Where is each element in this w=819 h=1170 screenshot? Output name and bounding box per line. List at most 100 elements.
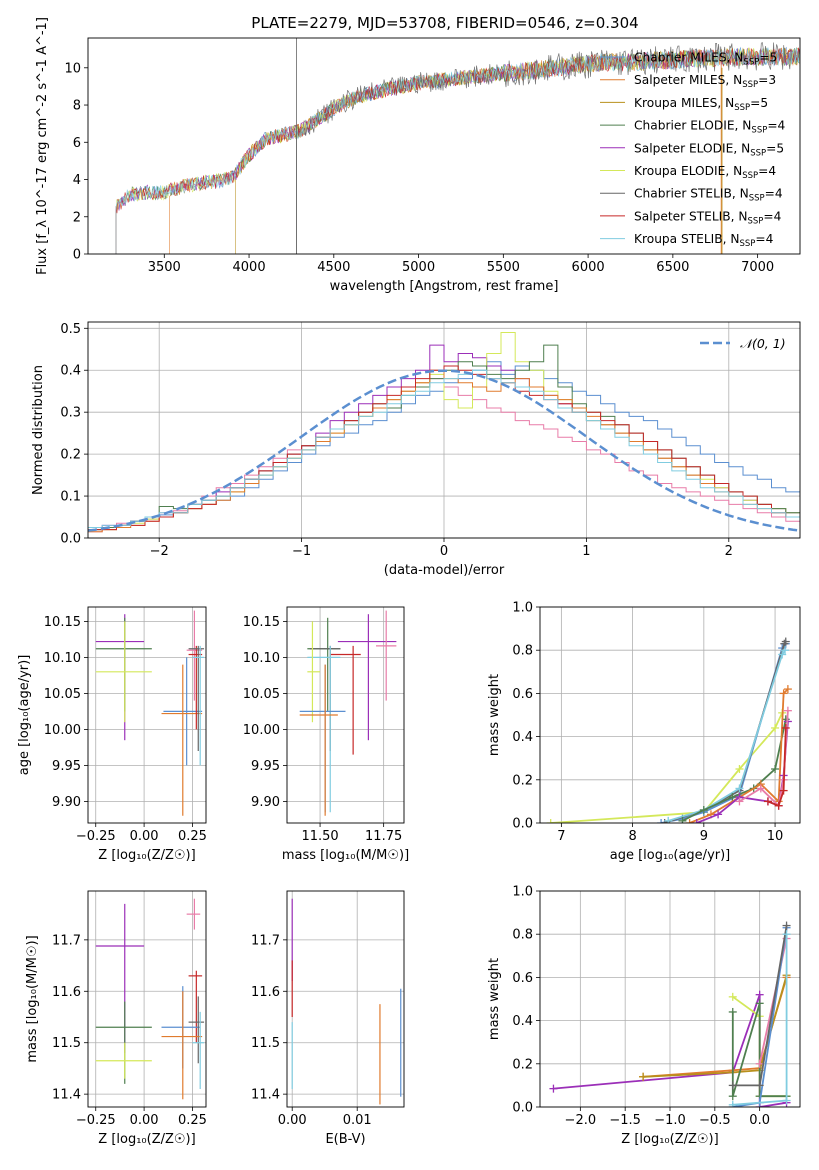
plus-marker xyxy=(546,819,555,823)
errorbar-point xyxy=(95,903,145,1053)
figure-title: PLATE=2279, MJD=53708, FIBERID=0546, z=0… xyxy=(251,14,638,32)
plus-marker xyxy=(735,784,744,793)
errorbar-point xyxy=(192,1011,205,1089)
y-tick-label: 10.10 xyxy=(243,651,280,666)
errorbar-point xyxy=(95,621,152,723)
y-tick-label: 0.2 xyxy=(60,448,81,463)
legend-label-main: Chabrier STELIB, N xyxy=(634,187,749,201)
legend-label-sub: SSP xyxy=(751,126,767,136)
histogram-step xyxy=(88,378,800,533)
x-tick-label: 5000 xyxy=(402,260,435,275)
legend-label-sub: SSP xyxy=(750,148,766,158)
x-tick-label: 0.00 xyxy=(130,1113,159,1128)
plus-marker xyxy=(728,1007,737,1016)
spectrum-lines xyxy=(115,38,800,254)
histograms xyxy=(88,332,800,533)
x-tick-label: −0.25 xyxy=(76,829,116,844)
y-tick-label: 8 xyxy=(73,99,81,114)
lines-massweight_vs_age xyxy=(546,637,792,823)
y-tick-label: 10.05 xyxy=(243,687,280,702)
spectrum-line xyxy=(296,42,800,254)
legend-label-main: Kroupa STELIB, N xyxy=(634,232,740,246)
y-axis-label: mass weight xyxy=(487,674,502,756)
legend-label-sub: SSP xyxy=(747,216,763,226)
legend-label: Chabrier STELIB, NSSP=4 xyxy=(634,187,783,204)
axes-frame xyxy=(539,606,801,824)
x-axis-label: age [log₁₀(age/yr)] xyxy=(610,848,731,863)
legend-label: Chabrier ELODIE, NSSP=4 xyxy=(634,119,786,136)
plus-marker xyxy=(685,819,694,823)
x-axis-label: (data-model)/error xyxy=(384,563,505,578)
axes-age_vs_Z: −0.25 0.00 0.25 9.90 9.95 10.00 10.05 10.10 10.1… xyxy=(17,607,207,863)
x-tick-label: −2 xyxy=(150,544,169,559)
legend-label-main: Chabrier MILES, N xyxy=(634,51,743,65)
y-tick-label: 11.4 xyxy=(251,1088,280,1103)
histogram-step xyxy=(88,369,800,528)
legend-label-sub: SSP xyxy=(740,239,756,249)
plus-marker xyxy=(771,723,780,732)
errorbar-point xyxy=(307,621,321,723)
plus-marker xyxy=(782,930,791,939)
y-tick-label: 10.00 xyxy=(243,723,280,738)
histogram-step xyxy=(88,365,800,531)
errorbars-age_vs_mass xyxy=(299,610,397,816)
y-tick-label: 0.0 xyxy=(512,1101,533,1116)
legend-label-sub: SSP xyxy=(743,58,759,68)
y-tick-label: 11.7 xyxy=(251,933,280,948)
y-tick-label: 0.6 xyxy=(512,687,533,702)
axes-frame xyxy=(87,606,207,824)
legend-label-sub: SSP xyxy=(749,194,765,204)
errorbar-point xyxy=(188,996,205,1064)
errorbar-point xyxy=(186,610,203,701)
y-tick-label: 1.0 xyxy=(512,601,533,616)
y-tick-label: 0.8 xyxy=(512,644,533,659)
legend-label-main: Salpeter STELIB, N xyxy=(634,209,747,223)
errorbar-point xyxy=(330,645,361,755)
x-tick-label: 0.00 xyxy=(278,1113,307,1128)
plus-marker xyxy=(782,1096,791,1105)
y-tick-label: 2 xyxy=(73,210,81,225)
errorbar-point xyxy=(337,614,397,741)
x-axis-label: mass [log₁₀(M/M☉)] xyxy=(282,848,409,863)
x-tick-label: −1 xyxy=(292,544,311,559)
legend-label-suffix: =5 xyxy=(759,51,777,65)
y-tick-label: 10.15 xyxy=(243,615,280,630)
axes-massweight_vs_age: 7 8 9 10 0.0 0.2 0.4 0.6 0.8 1.0 age [log₁₀(age/yr… xyxy=(487,601,800,863)
plus-marker xyxy=(699,806,708,815)
errorbar-point xyxy=(95,1042,152,1079)
residual-legend: 𝒩(0, 1) xyxy=(700,336,786,351)
legend-label-main: Salpeter MILES, N xyxy=(634,73,742,87)
x-tick-label: 0.25 xyxy=(178,829,207,844)
spectrum-line xyxy=(115,47,800,254)
x-tick-label: −1.5 xyxy=(609,1113,641,1128)
plus-marker xyxy=(755,1081,764,1090)
plus-marker xyxy=(781,646,790,655)
x-tick-label: −1.0 xyxy=(654,1113,686,1128)
y-tick-label: 0.6 xyxy=(512,971,533,986)
errorbars-mass_vs_EBV xyxy=(291,898,402,1105)
legend-label-suffix: =4 xyxy=(755,232,773,246)
y-tick-label: 10 xyxy=(64,61,81,76)
x-tick-label: 0.25 xyxy=(178,1113,207,1128)
plus-marker xyxy=(778,650,787,659)
y-tick-label: 6 xyxy=(73,136,81,151)
y-axis-label: mass [log₁₀(M/M☉)] xyxy=(25,935,40,1062)
errorbar-point xyxy=(188,645,205,751)
legend-label-suffix: =4 xyxy=(765,187,783,201)
y-tick-label: 10.00 xyxy=(44,723,81,738)
y-tick-label: 4 xyxy=(73,173,81,188)
y-tick-label: 0.4 xyxy=(60,364,81,379)
plus-marker xyxy=(735,797,744,806)
y-tick-label: 9.95 xyxy=(251,759,280,774)
y-tick-label: 9.95 xyxy=(52,759,81,774)
y-tick-label: 0.0 xyxy=(60,532,81,547)
series-line xyxy=(643,974,788,1078)
errorbar-point xyxy=(299,664,346,813)
y-axis-label: mass weight xyxy=(487,958,502,1040)
y-tick-label: 10.05 xyxy=(44,687,81,702)
x-axis-label: E(B-V) xyxy=(325,1132,365,1147)
legend-label: Kroupa STELIB, NSSP=4 xyxy=(634,232,774,249)
normal-curve xyxy=(88,369,800,532)
y-tick-label: 11.5 xyxy=(251,1036,280,1051)
